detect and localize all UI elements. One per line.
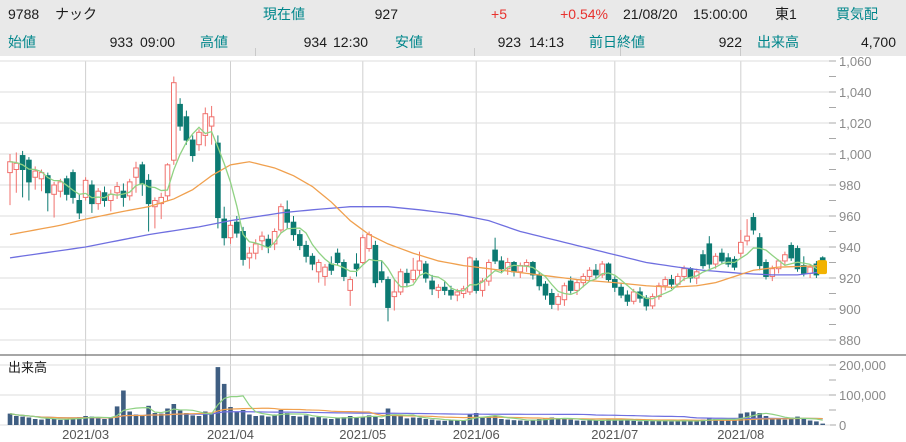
- header-volume-label: 出来高: [757, 34, 799, 50]
- high-value: 934: [303, 34, 327, 50]
- stock-name: ナック: [55, 6, 97, 22]
- low-label: 安値: [395, 34, 423, 50]
- svg-text:200,000: 200,000: [839, 358, 886, 373]
- quote-date: 21/08/20: [623, 6, 678, 22]
- current-price-value: 927: [374, 6, 398, 22]
- header-divider: [620, 48, 621, 56]
- header-divider: [255, 48, 256, 56]
- header-divider: [740, 48, 741, 56]
- chart-area[interactable]: 880 900 920 940 960 980 1,000 1,020 1,040 1,060 0 1…: [0, 54, 906, 442]
- svg-text:1,000: 1,000: [839, 147, 872, 162]
- quote-header-row1: 9788 ナック 現在値 927 +5 +0.54% 21/08/20 15:0…: [0, 0, 906, 28]
- high-time: 12:30: [333, 34, 369, 50]
- volume-pane-label: 出来高: [8, 360, 47, 375]
- x-axis-month-label: 2021/04: [207, 427, 254, 442]
- svg-text:1,020: 1,020: [839, 116, 872, 131]
- prev-close-value: 922: [718, 34, 742, 50]
- low-value: 923: [497, 34, 521, 50]
- quote-header: 9788 ナック 現在値 927 +5 +0.54% 21/08/20 15:0…: [0, 0, 906, 56]
- header-volume-value: 4,700: [860, 34, 896, 50]
- svg-text:100,000: 100,000: [839, 388, 886, 403]
- header-divider: [474, 48, 475, 56]
- svg-text:960: 960: [839, 209, 861, 224]
- market-badge: 東1: [775, 6, 797, 22]
- x-axis-month-label: 2021/07: [591, 427, 638, 442]
- current-price-marker: [817, 260, 827, 275]
- x-axis-month-label: 2021/08: [717, 427, 764, 442]
- current-price-label: 現在値: [263, 6, 305, 22]
- svg-text:1,040: 1,040: [839, 85, 872, 100]
- svg-text:940: 940: [839, 240, 861, 255]
- prev-close-label: 前日終値: [589, 34, 645, 50]
- svg-text:0: 0: [839, 418, 846, 433]
- price-change: +5: [491, 6, 507, 22]
- stock-code: 9788: [8, 6, 40, 22]
- price-volume-chart[interactable]: 880 900 920 940 960 980 1,000 1,020 1,040 1,060 0 1…: [0, 54, 906, 442]
- svg-text:980: 980: [839, 178, 861, 193]
- x-axis-month-label: 2021/03: [62, 427, 109, 442]
- open-time: 09:00: [140, 34, 176, 50]
- low-time: 14:13: [529, 34, 565, 50]
- price-change-percent: +0.54%: [560, 6, 608, 22]
- buy-quote-label: 買気配: [836, 6, 878, 22]
- open-label: 始値: [8, 34, 36, 50]
- high-label: 高値: [200, 34, 228, 50]
- svg-text:880: 880: [839, 333, 861, 348]
- svg-text:900: 900: [839, 302, 861, 317]
- open-value: 933: [109, 34, 133, 50]
- quote-header-row2: 始値 933 09:00 高値 934 12:30 安値 923 14:13 前…: [0, 28, 906, 56]
- quote-time: 15:00:00: [693, 6, 748, 22]
- svg-text:920: 920: [839, 271, 861, 286]
- x-axis-month-label: 2021/05: [339, 427, 386, 442]
- x-axis-month-label: 2021/06: [453, 427, 500, 442]
- svg-text:1,060: 1,060: [839, 56, 872, 69]
